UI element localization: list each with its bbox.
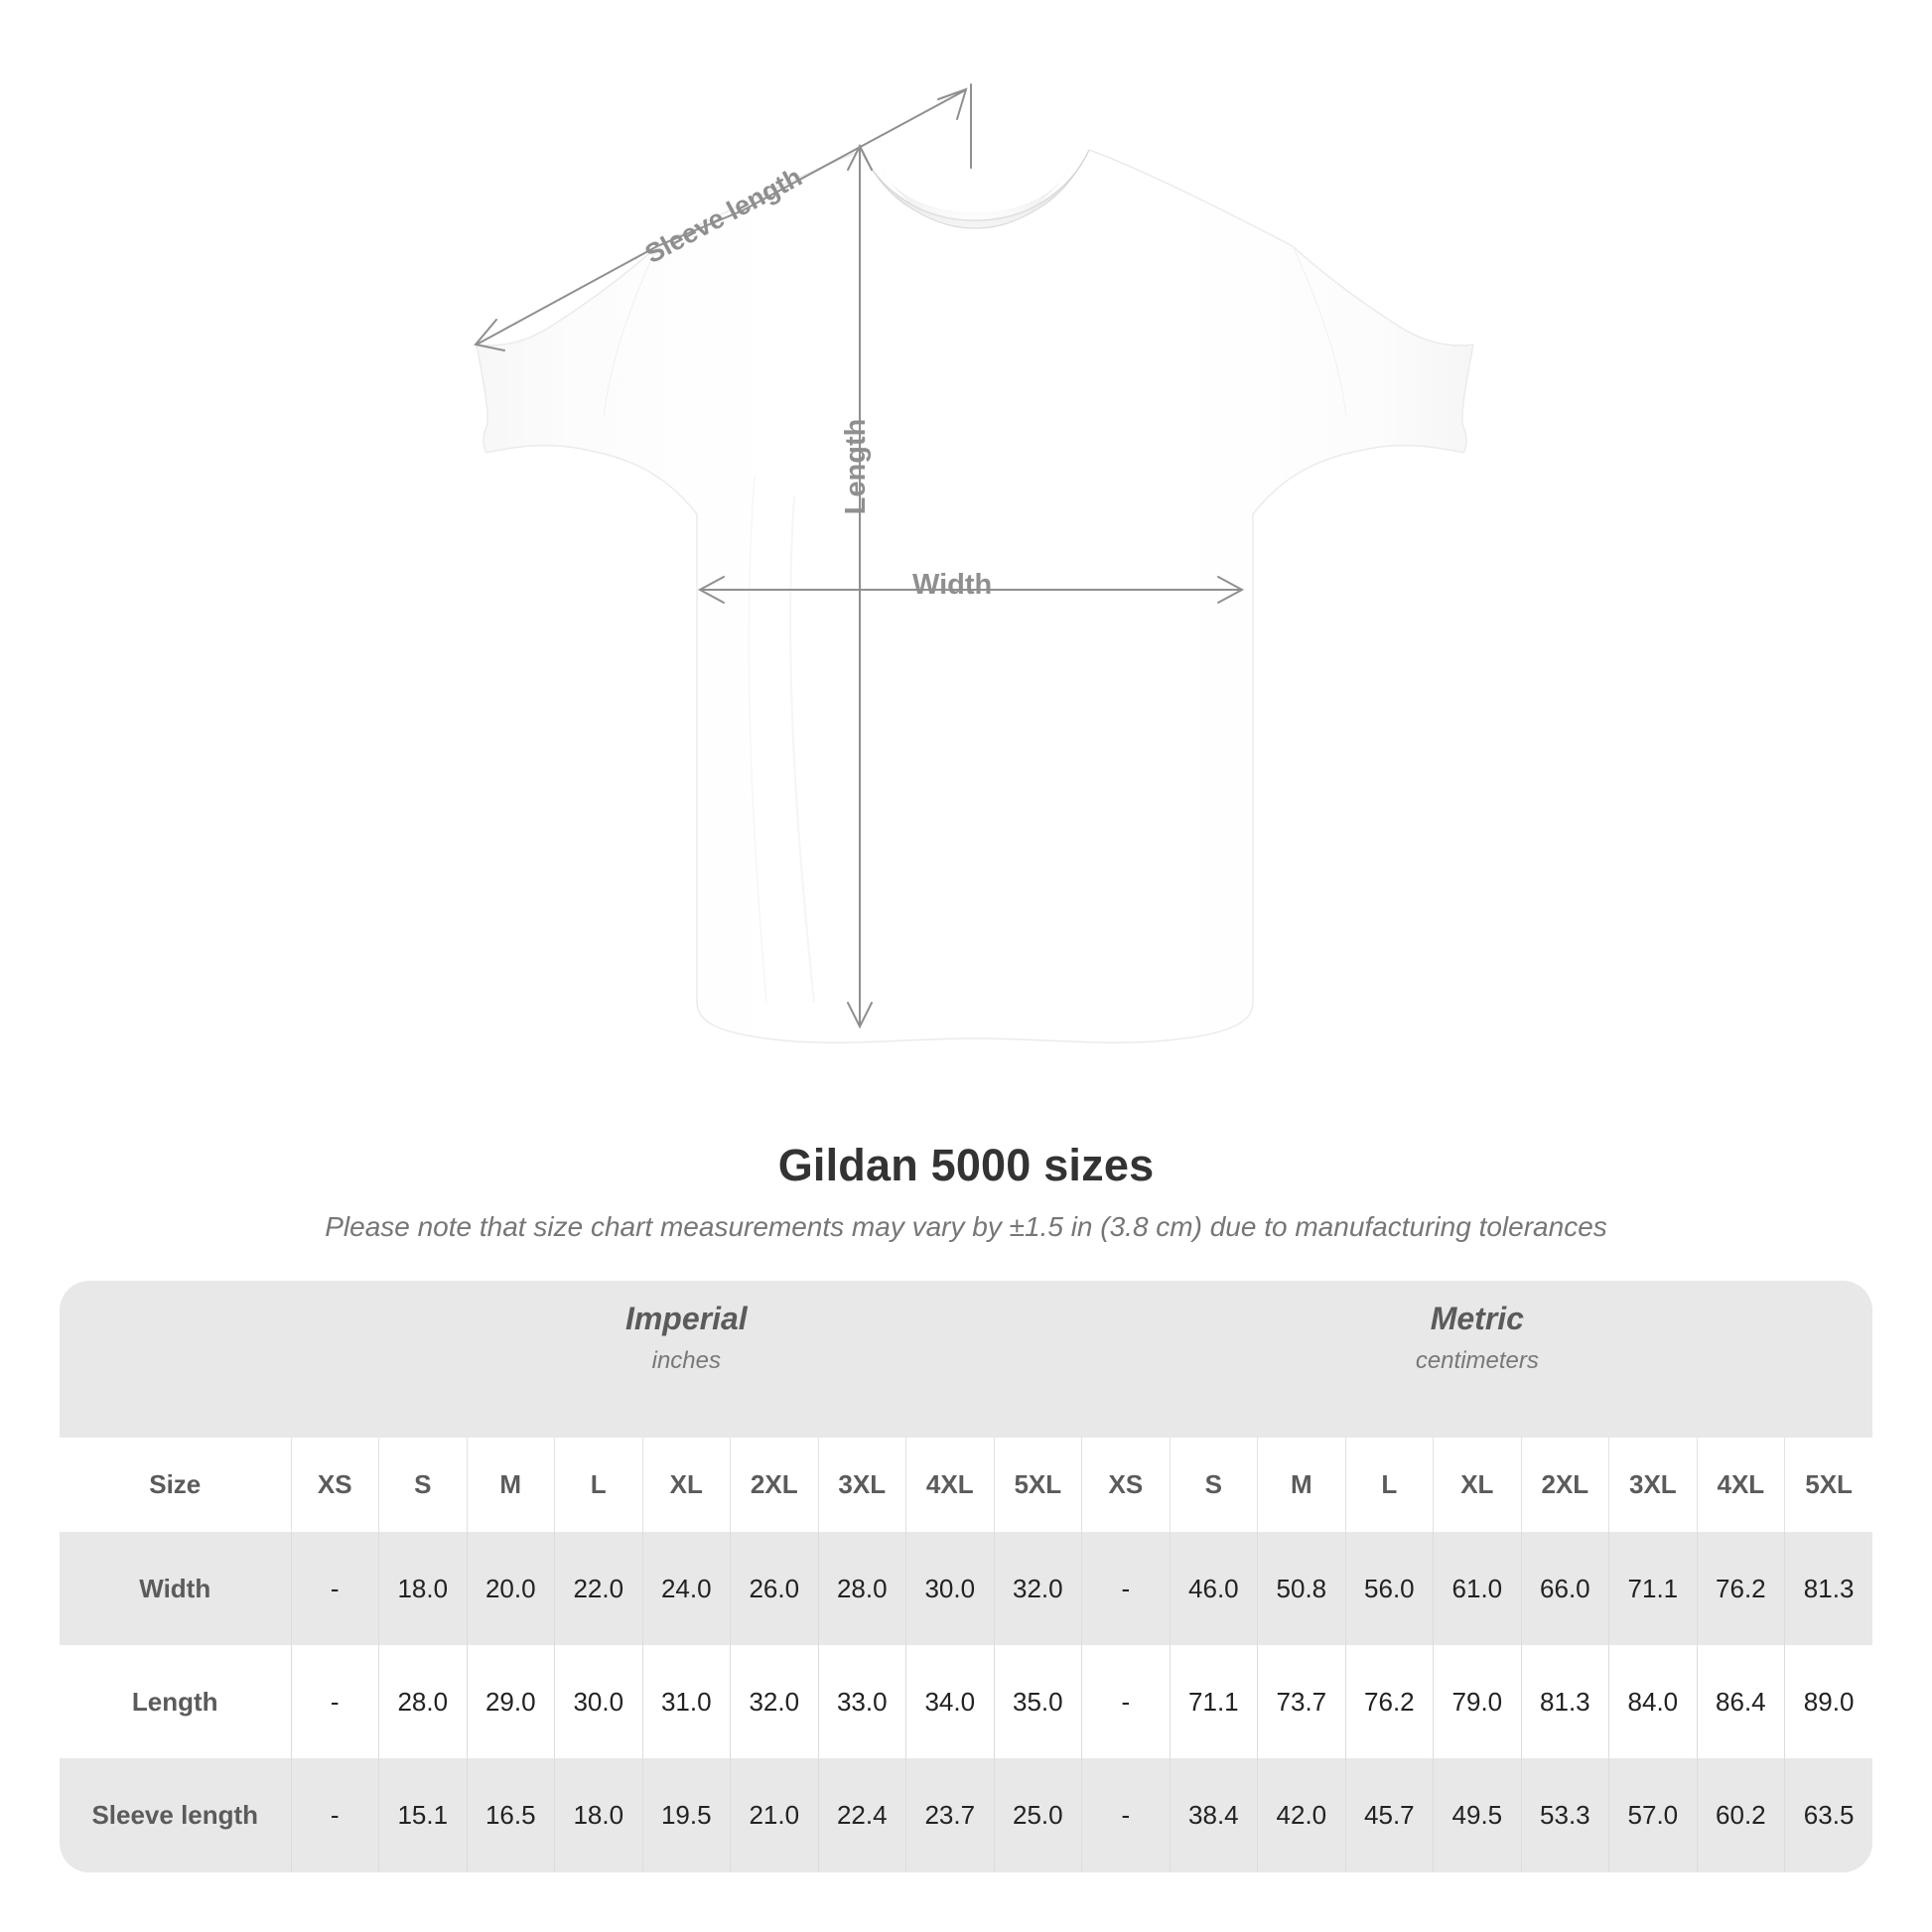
svg-text:Length: Length — [840, 419, 872, 515]
svg-text:Width: Width — [912, 569, 992, 601]
